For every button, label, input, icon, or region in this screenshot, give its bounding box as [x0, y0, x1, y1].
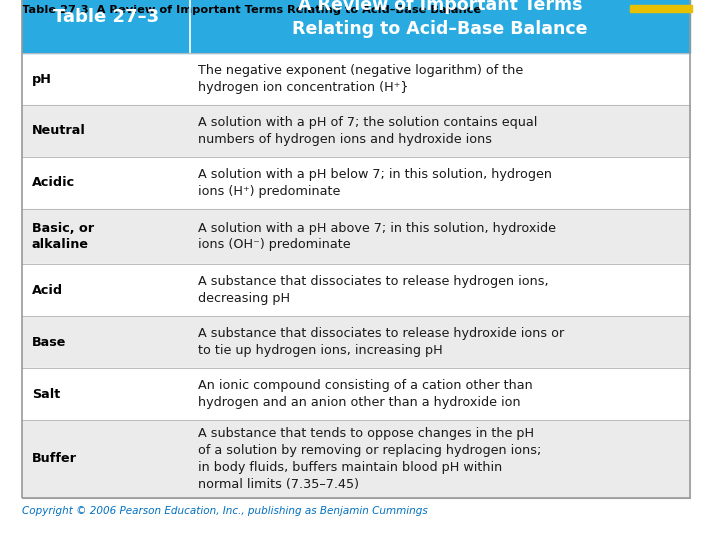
Bar — [22, 420, 690, 498]
Bar — [22, 264, 690, 316]
Bar — [22, 53, 690, 105]
Text: Neutral: Neutral — [32, 125, 86, 138]
Text: Copyright © 2006 Pearson Education, Inc., publishing as Benjamin Cummings: Copyright © 2006 Pearson Education, Inc.… — [22, 506, 428, 516]
Bar — [22, 0, 690, 53]
Text: Salt: Salt — [32, 388, 60, 401]
Bar — [22, 316, 690, 368]
Bar — [22, 157, 690, 209]
Text: A substance that dissociates to release hydroxide ions or
to tie up hydrogen ion: A substance that dissociates to release … — [198, 327, 564, 357]
Text: A substance that tends to oppose changes in the pH
of a solution by removing or : A substance that tends to oppose changes… — [198, 427, 541, 491]
Text: A Review of Important Terms
Relating to Acid–Base Balance: A Review of Important Terms Relating to … — [292, 0, 588, 38]
Text: Base: Base — [32, 335, 66, 348]
Text: Table 27-3  A Review of Important Terms Relating to Acid–Base Balance: Table 27-3 A Review of Important Terms R… — [22, 5, 481, 15]
Text: An ionic compound consisting of a cation other than
hydrogen and an anion other : An ionic compound consisting of a cation… — [198, 379, 533, 409]
Text: Acid: Acid — [32, 284, 63, 296]
Text: A solution with a pH of 7; the solution contains equal
numbers of hydrogen ions : A solution with a pH of 7; the solution … — [198, 116, 537, 146]
Text: pH: pH — [32, 72, 52, 85]
Text: A solution with a pH below 7; in this solution, hydrogen
ions (H⁺) predominate: A solution with a pH below 7; in this so… — [198, 168, 552, 198]
Text: A substance that dissociates to release hydrogen ions,
decreasing pH: A substance that dissociates to release … — [198, 275, 549, 305]
Bar — [22, 368, 690, 420]
Bar — [22, 209, 690, 264]
Bar — [22, 105, 690, 157]
Bar — [630, 5, 692, 12]
Text: A solution with a pH above 7; in this solution, hydroxide
ions (OH⁻) predominate: A solution with a pH above 7; in this so… — [198, 221, 556, 252]
Text: Basic, or
alkaline: Basic, or alkaline — [32, 222, 94, 251]
Text: Table 27–3: Table 27–3 — [53, 8, 159, 26]
Text: Buffer: Buffer — [32, 453, 77, 465]
Text: The negative exponent (negative logarithm) of the
hydrogen ion concentration (H⁺: The negative exponent (negative logarith… — [198, 64, 523, 94]
Text: Acidic: Acidic — [32, 177, 75, 190]
